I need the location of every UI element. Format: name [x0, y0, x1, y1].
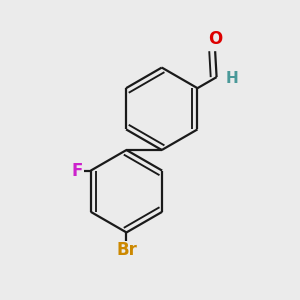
Text: O: O	[208, 30, 222, 48]
Text: Br: Br	[116, 241, 137, 259]
Text: H: H	[225, 71, 238, 86]
Text: F: F	[72, 162, 83, 180]
